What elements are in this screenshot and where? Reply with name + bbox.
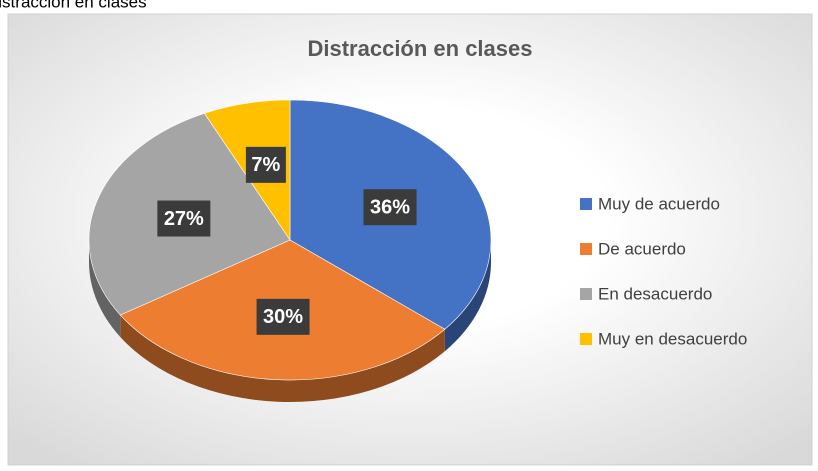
data-label: 27% xyxy=(164,208,204,230)
pie-slice-side xyxy=(444,240,491,352)
legend-label: De acuerdo xyxy=(598,239,686,258)
legend-label: Muy en desacuerdo xyxy=(598,329,747,348)
data-label-box xyxy=(256,298,310,335)
legend-label: En desacuerdo xyxy=(598,284,712,303)
pie-slice-side xyxy=(120,315,445,403)
legend-label: Muy de acuerdo xyxy=(598,194,720,213)
legend-swatch xyxy=(580,198,592,210)
legend-swatch xyxy=(580,288,592,300)
data-label: 36% xyxy=(370,196,410,218)
chart-title: Distracción en clases xyxy=(307,36,532,61)
data-label-box xyxy=(157,200,211,237)
caption: Distracción en clases xyxy=(0,0,147,11)
data-label-box xyxy=(245,146,286,183)
data-label: 7% xyxy=(251,154,280,176)
data-label: 30% xyxy=(263,306,303,328)
legend-swatch xyxy=(580,243,592,255)
legend-swatch xyxy=(580,333,592,345)
data-label-box xyxy=(363,189,417,226)
pie-slice-side xyxy=(89,240,121,338)
